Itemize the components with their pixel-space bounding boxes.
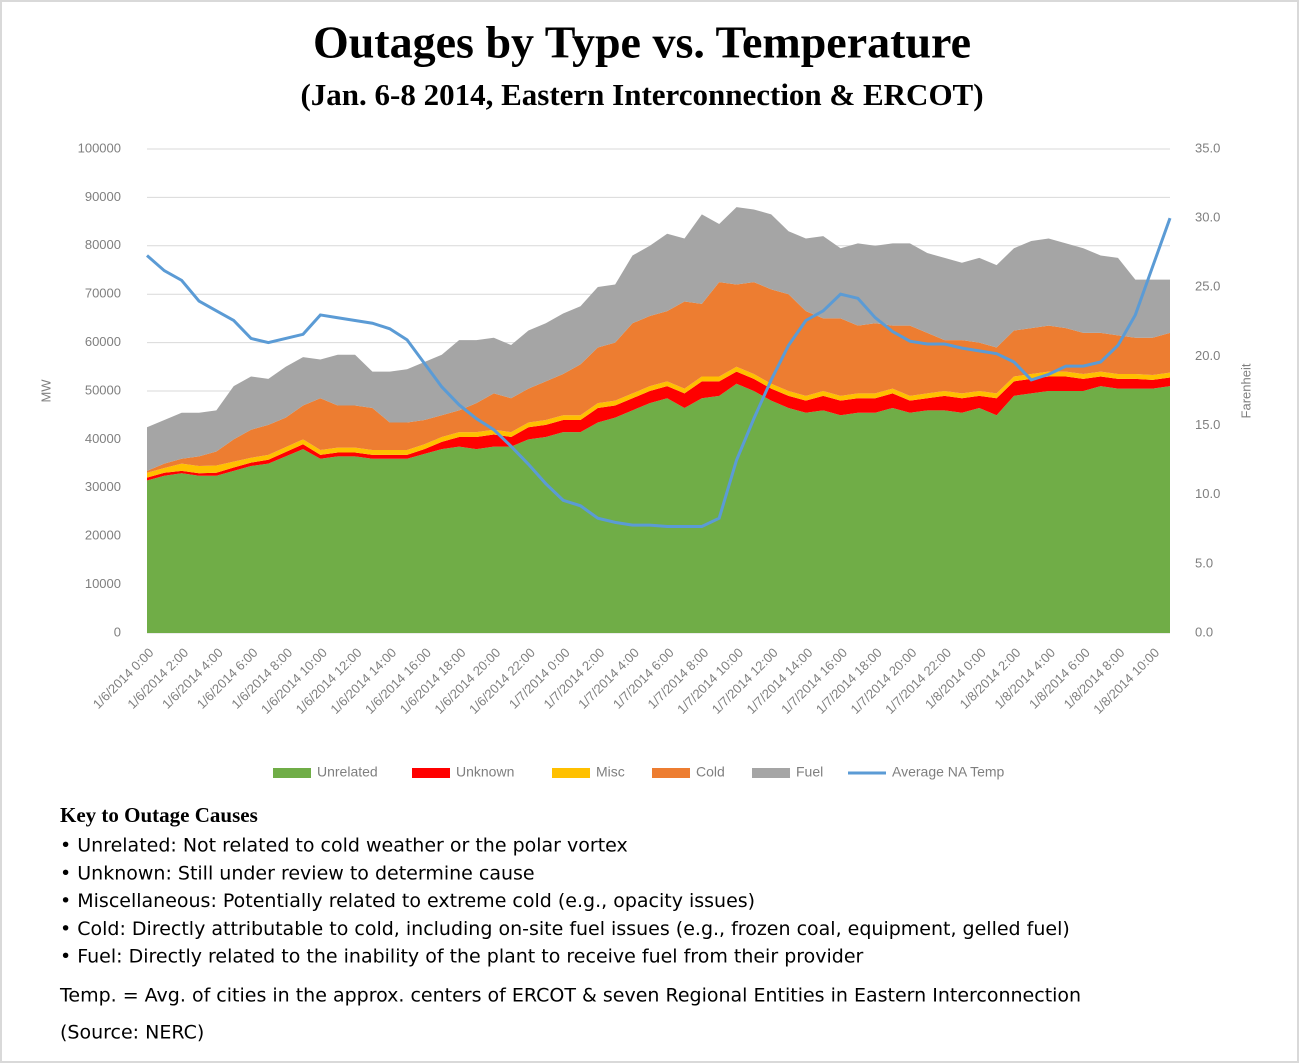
key-item: • Unknown: Still under review to determi…	[60, 862, 535, 884]
key-item: • Fuel: Directly related to the inabilit…	[60, 946, 864, 968]
y2-tick-label: 5.0	[1195, 555, 1213, 570]
y-axis-label: MW	[38, 379, 53, 403]
key-item: • Miscellaneous: Potentially related to …	[60, 890, 755, 912]
y-tick-label: 70000	[85, 286, 121, 301]
legend-label: Unknown	[456, 764, 514, 780]
y-tick-label: 10000	[85, 576, 121, 591]
y-tick-label: 60000	[85, 334, 121, 349]
source: (Source: NERC)	[60, 1022, 204, 1044]
chart-subtitle: (Jan. 6-8 2014, Eastern Interconnection …	[300, 77, 983, 112]
legend-swatch	[412, 768, 450, 778]
legend-label: Average NA Temp	[892, 764, 1005, 780]
temperature-line	[146, 217, 1172, 529]
legend-swatch	[552, 768, 590, 778]
legend-label: Unrelated	[317, 764, 378, 780]
y-tick-label: 100000	[78, 140, 121, 155]
y2-tick-label: 30.0	[1195, 210, 1220, 225]
legend-label: Fuel	[796, 764, 823, 780]
y2-tick-label: 20.0	[1195, 348, 1220, 363]
area	[147, 207, 1170, 471]
y-tick-label: 50000	[85, 382, 121, 397]
area	[147, 383, 1170, 633]
y2-axis-label: Farenheit	[1238, 363, 1253, 418]
chart-title: Outages by Type vs. Temperature	[313, 17, 971, 68]
area	[147, 282, 1170, 473]
key-item: • Cold: Directly attributable to cold, i…	[60, 918, 1070, 940]
key-title: Key to Outage Causes	[60, 803, 258, 827]
y2-tick-label: 15.0	[1195, 417, 1220, 432]
y2-tick-label: 35.0	[1195, 140, 1220, 155]
legend-label: Misc	[596, 764, 625, 780]
legend-swatch	[752, 768, 790, 778]
y-tick-label: 80000	[85, 237, 121, 252]
y-tick-label: 0	[114, 624, 121, 639]
area	[147, 371, 1170, 481]
legend-swatch	[273, 768, 311, 778]
y2-tick-label: 10.0	[1195, 486, 1220, 501]
y2-tick-label: 25.0	[1195, 279, 1220, 294]
y-tick-label: 90000	[85, 189, 121, 204]
legend-swatch	[652, 768, 690, 778]
y-tick-label: 30000	[85, 479, 121, 494]
y-tick-label: 40000	[85, 431, 121, 446]
legend-label: Cold	[696, 764, 725, 780]
key-item: • Unrelated: Not related to cold weather…	[60, 835, 628, 857]
footnote: Temp. = Avg. of cities in the approx. ce…	[59, 985, 1081, 1007]
y2-tick-label: 0.0	[1195, 624, 1213, 639]
y-tick-label: 20000	[85, 528, 121, 543]
